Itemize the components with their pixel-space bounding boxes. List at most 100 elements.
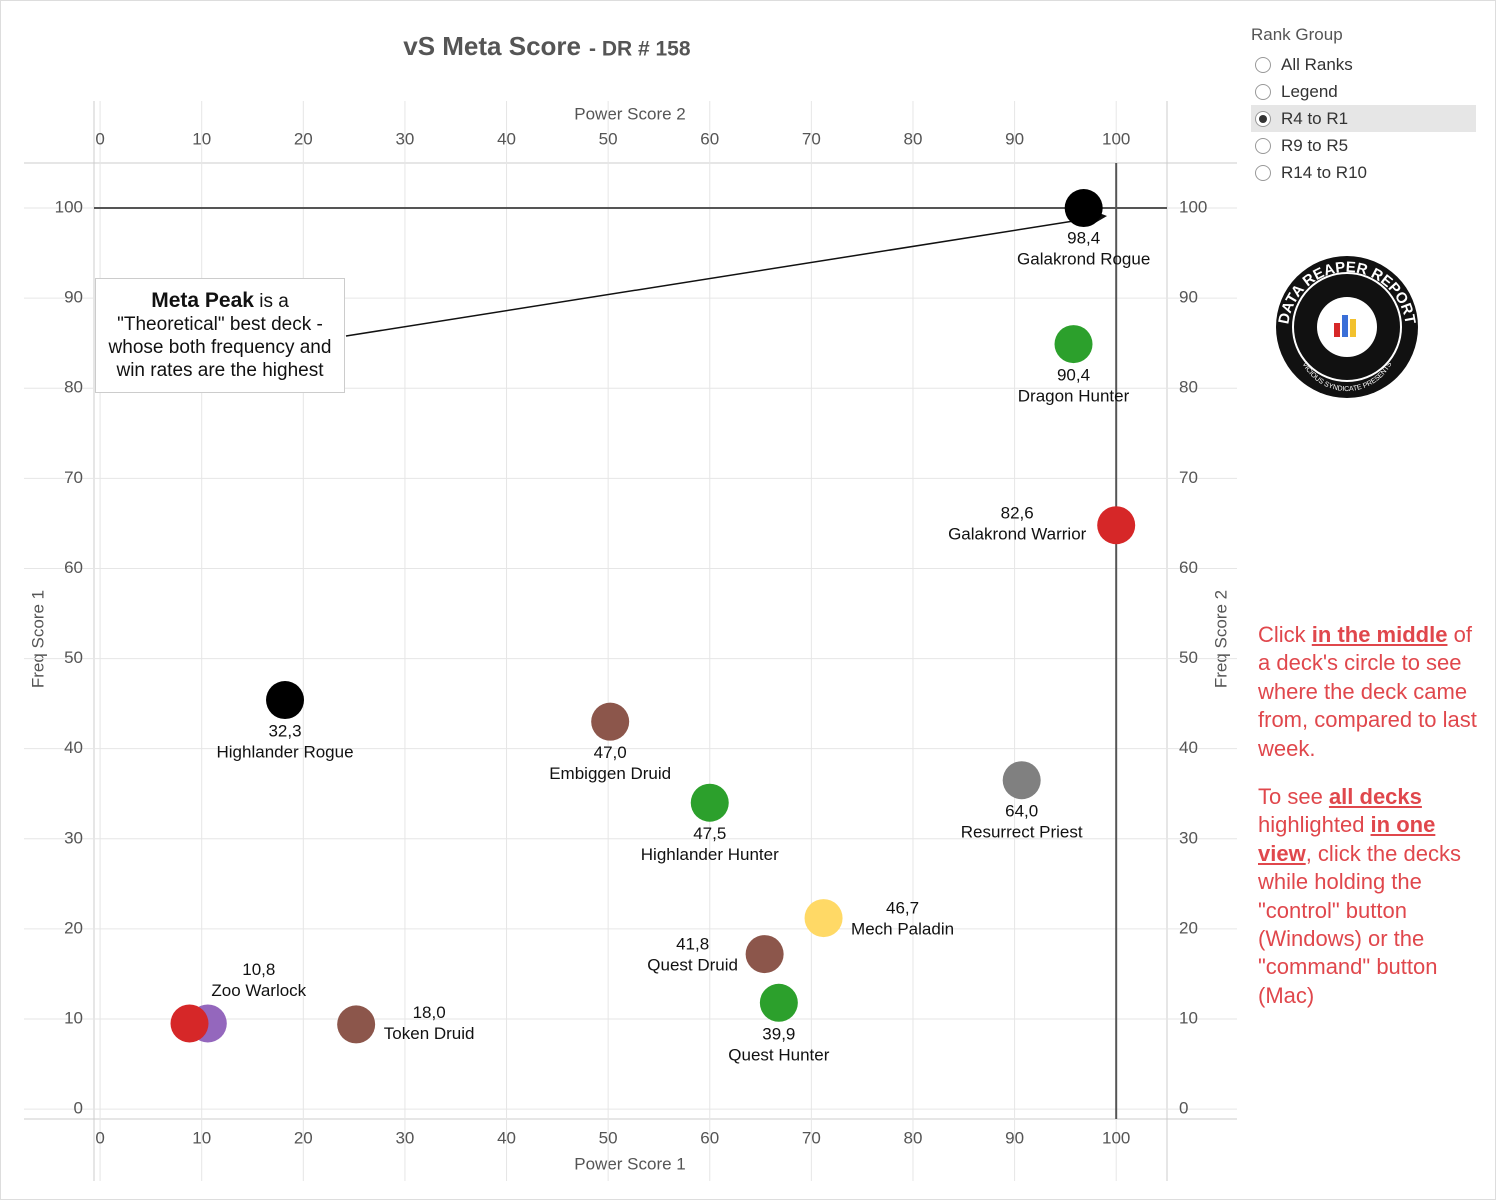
option-label: Legend [1281,82,1338,101]
score-label: 47,5 [693,824,726,843]
deck-name: Token Druid [384,1024,475,1043]
annotation-bold: Meta Peak [151,289,254,312]
deck-name: Highlander Hunter [641,845,779,864]
help-text: Click in the middle of a deck's circle t… [1258,621,1480,1030]
help-text-segment: To see [1258,784,1329,810]
x-tick-label-bottom: 10 [192,1128,211,1147]
score-label: 32,3 [268,722,301,741]
logo-bar [1334,323,1340,337]
score-label: 46,7 [886,899,919,918]
filter-option[interactable]: R4 to R1 [1251,105,1476,132]
filter-title: Rank Group [1251,25,1343,44]
logo-bar [1350,319,1356,337]
deck-point [690,783,729,822]
deck-name: Embiggen Druid [549,764,671,783]
y-tick-label-right: 10 [1179,1008,1198,1027]
filter-option[interactable]: R14 to R10 [1251,159,1476,186]
x-tick-label-bottom: 40 [497,1128,516,1147]
score-label: 39,9 [762,1024,795,1043]
x-tick-label-bottom: 0 [95,1128,104,1147]
y-tick-label-right: 60 [1179,558,1198,577]
option-label: All Ranks [1281,55,1353,74]
deck-point [1064,189,1103,228]
deck-name: Highlander Rogue [217,743,354,762]
score-label: 18,0 [413,1003,446,1022]
y-tick-label-right: 100 [1179,198,1207,217]
x-tick-label-bottom: 90 [1005,1128,1024,1147]
deck-point [745,935,784,974]
x-tick-label-bottom: 50 [599,1128,618,1147]
filter-option[interactable]: Legend [1251,78,1476,105]
annotation-text: is a "Theoretical" best deck - whose bot… [108,291,332,381]
y-tick-label-left: 90 [64,288,83,307]
deck-point [804,899,843,938]
deck-point [1002,761,1041,800]
x-tick-label-bottom: 60 [700,1128,719,1147]
x-tick-label-top: 80 [904,129,923,148]
option-label: R9 to R5 [1281,136,1349,155]
x-tick-label-top: 10 [192,129,211,148]
x-axis-title-bottom: Power Score 1 [574,1154,686,1173]
radio-button [1255,83,1271,100]
deck-name: Zoo Warlock [211,981,306,1000]
grid: 0 0 10 10 20 20 30 30 40 40 50 50 60 60 70 70 80 80 90 90 10… [24,101,1237,1181]
y-tick-label-left: 40 [64,738,83,757]
deck-name: Quest Druid [647,956,738,975]
score-label: 10,8 [242,960,275,979]
deck-point [1054,325,1093,364]
filter-option[interactable]: R9 to R5 [1251,132,1476,159]
y-tick-label-left: 80 [64,378,83,397]
y-tick-label-left: 50 [64,648,83,667]
deck-point [170,1004,209,1043]
help-paragraph: Click in the middle of a deck's circle t… [1258,621,1480,763]
radio-dot [1259,114,1267,123]
y-tick-label-right: 0 [1179,1099,1188,1118]
help-emphasis: all decks [1328,784,1422,810]
y-tick-label-right: 70 [1179,468,1198,487]
deck-name: Galakrond Rogue [1017,250,1150,269]
y-tick-label-right: 30 [1179,828,1198,847]
rank-filter: Rank Group All Ranks Legend R4 to R1 R9 to … [1251,25,1476,186]
help-emphasis: in the middle [1311,622,1448,647]
points: 98,4 Galakrond Rogue 90,4 Dragon Hunter 82,6… [170,189,1150,1064]
deck-point [1097,506,1136,545]
y-tick-label-left: 100 [55,198,83,217]
deck-name: Resurrect Priest [961,823,1083,842]
help-text-segment: of a deck's circle to see where the deck… [1258,622,1477,761]
x-tick-label-top: 20 [294,129,313,148]
help-text-segment: Click [1258,622,1312,647]
y-tick-label-left: 20 [64,918,83,937]
x-axis-title-top: Power Score 2 [574,104,686,123]
x-tick-label-top: 70 [802,129,821,148]
x-tick-label-bottom: 30 [395,1128,414,1147]
y-axis-title-left: Freq Score 1 [28,590,47,688]
y-tick-label-right: 90 [1179,288,1198,307]
logo: DATA REAPER REPORT VICIOUS SYNDICATE PRE… [1275,256,1419,398]
x-tick-label-top: 30 [395,129,414,148]
x-tick-label-top: 90 [1005,129,1024,148]
x-tick-label-bottom: 70 [802,1128,821,1147]
x-tick-label-bottom: 100 [1102,1128,1130,1147]
option-label: R14 to R10 [1281,163,1367,182]
y-tick-label-left: 30 [64,828,83,847]
logo-inner-ring [1292,272,1402,382]
x-tick-label-top: 100 [1102,129,1130,148]
deck-name: Dragon Hunter [1018,387,1130,406]
help-paragraph: To see all decks highlighted in one view… [1258,783,1480,1010]
score-label: 41,8 [676,935,709,954]
y-tick-label-right: 80 [1179,378,1198,397]
score-label: 98,4 [1067,229,1100,248]
deck-point [759,983,798,1022]
help-text-segment: , click the decks while holding the "con… [1258,840,1461,1008]
chart-title: vS Meta Score [403,31,581,61]
help-emphasis: in one view [1258,812,1436,866]
y-tick-label-left: 60 [64,558,83,577]
filter-option[interactable]: All Ranks [1251,51,1476,78]
radio-button [1255,137,1271,154]
radio-button [1255,56,1271,73]
x-tick-label-top: 0 [95,129,104,148]
deck-name: Quest Hunter [728,1045,829,1064]
y-tick-label-left: 70 [64,468,83,487]
deck-point [591,702,630,741]
